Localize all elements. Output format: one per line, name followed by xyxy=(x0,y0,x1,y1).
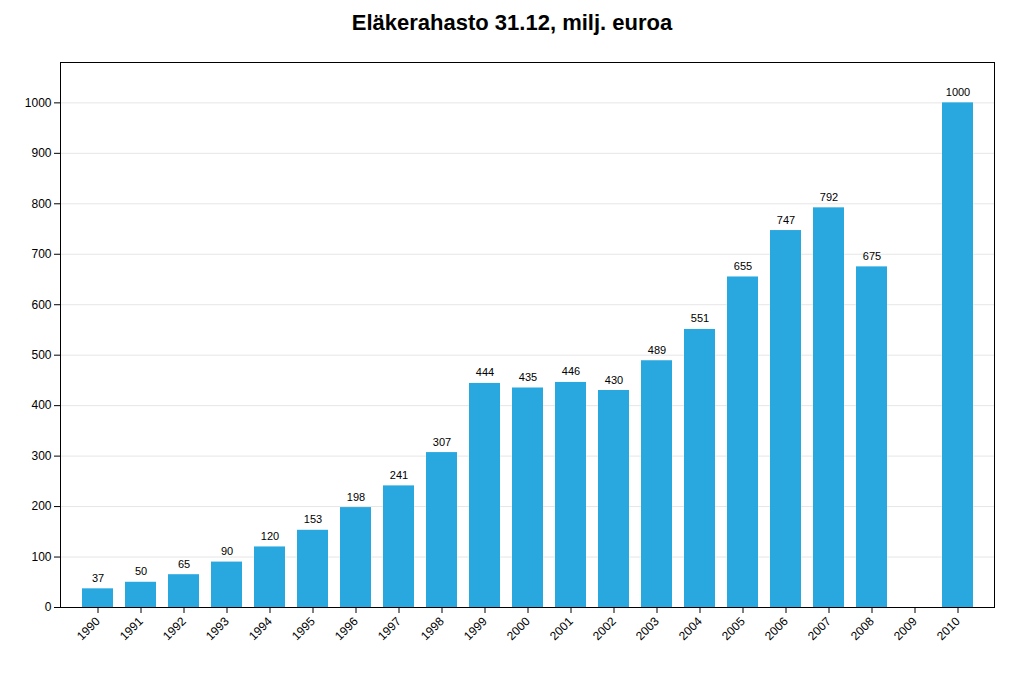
svg-text:747: 747 xyxy=(777,214,795,226)
svg-text:90: 90 xyxy=(221,545,233,557)
svg-text:2002: 2002 xyxy=(590,614,619,643)
svg-text:200: 200 xyxy=(31,499,51,513)
svg-text:489: 489 xyxy=(648,344,666,356)
svg-text:300: 300 xyxy=(31,449,51,463)
svg-text:1000: 1000 xyxy=(946,86,970,98)
svg-text:2003: 2003 xyxy=(633,614,662,643)
svg-text:600: 600 xyxy=(31,298,51,312)
svg-text:2007: 2007 xyxy=(805,614,834,643)
svg-text:1994: 1994 xyxy=(246,614,275,643)
svg-text:792: 792 xyxy=(820,191,838,203)
svg-text:2001: 2001 xyxy=(547,614,576,643)
svg-text:307: 307 xyxy=(433,436,451,448)
svg-text:700: 700 xyxy=(31,247,51,261)
svg-text:1992: 1992 xyxy=(160,614,189,643)
svg-text:1991: 1991 xyxy=(117,614,146,643)
svg-text:400: 400 xyxy=(31,398,51,412)
svg-text:153: 153 xyxy=(304,513,322,525)
svg-text:2008: 2008 xyxy=(848,614,877,643)
svg-text:1996: 1996 xyxy=(332,614,361,643)
svg-text:446: 446 xyxy=(562,365,580,377)
svg-text:0: 0 xyxy=(45,600,52,614)
svg-text:430: 430 xyxy=(605,374,623,386)
svg-text:1999: 1999 xyxy=(461,614,490,643)
svg-text:1998: 1998 xyxy=(418,614,447,643)
svg-text:120: 120 xyxy=(261,530,279,542)
svg-text:198: 198 xyxy=(347,491,365,503)
svg-text:2000: 2000 xyxy=(504,614,533,643)
svg-text:500: 500 xyxy=(31,348,51,362)
svg-text:1993: 1993 xyxy=(203,614,232,643)
svg-text:2005: 2005 xyxy=(719,614,748,643)
svg-text:2009: 2009 xyxy=(891,614,920,643)
svg-text:65: 65 xyxy=(178,558,190,570)
svg-text:551: 551 xyxy=(691,312,709,324)
svg-text:2010: 2010 xyxy=(934,614,963,643)
svg-text:100: 100 xyxy=(31,550,51,564)
svg-text:1997: 1997 xyxy=(375,614,404,643)
svg-text:900: 900 xyxy=(31,146,51,160)
svg-text:1000: 1000 xyxy=(25,96,52,110)
svg-text:800: 800 xyxy=(31,197,51,211)
html-text:Eläkerahasto 31.12, milj. euro: Eläkerahasto 31.12, milj. euroa xyxy=(351,10,673,35)
svg-text:655: 655 xyxy=(734,260,752,272)
svg-text:675: 675 xyxy=(863,250,881,262)
svg-text:435: 435 xyxy=(519,371,537,383)
svg-text:241: 241 xyxy=(390,469,408,481)
svg-text:1990: 1990 xyxy=(74,614,103,643)
svg-text:444: 444 xyxy=(476,366,494,378)
svg-text:2006: 2006 xyxy=(762,614,791,643)
svg-text:2004: 2004 xyxy=(676,614,705,643)
svg-text:50: 50 xyxy=(135,565,147,577)
svg-text:37: 37 xyxy=(92,572,104,584)
svg-text:1995: 1995 xyxy=(289,614,318,643)
